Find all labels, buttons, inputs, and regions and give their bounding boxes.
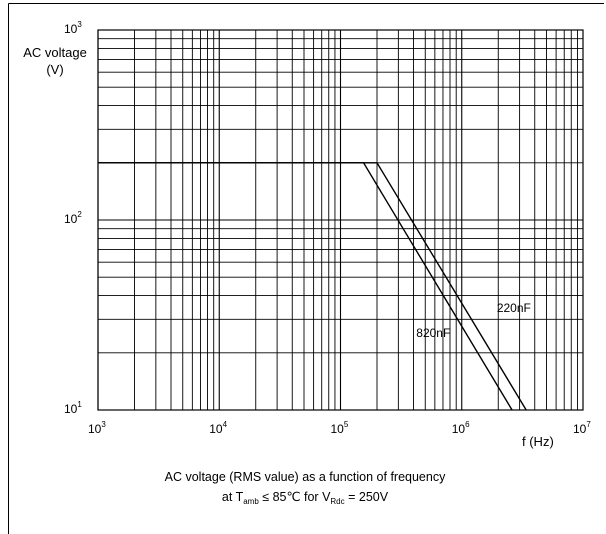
- caption-l2-rdc: Rdc: [330, 497, 345, 506]
- caption-line2: at Tamb ≤ 85℃ for VRdc = 250V: [100, 489, 510, 506]
- y-tick-label-exponent: 1: [77, 400, 82, 409]
- x-tick-label-exponent: 3: [101, 420, 106, 429]
- y-tick-label: 102: [64, 210, 82, 226]
- y-tick-label-exponent: 2: [77, 210, 82, 219]
- x-tick-label-base: 10: [330, 422, 344, 436]
- y-tick-label-base: 10: [64, 212, 78, 226]
- y-tick-label-base: 10: [64, 402, 78, 416]
- x-tick-label-exponent: 5: [343, 420, 349, 429]
- caption-l2-amb: amb: [243, 497, 259, 506]
- x-tick-label: 104: [209, 420, 227, 436]
- x-tick-label: 106: [452, 420, 470, 436]
- series-line-1: [98, 162, 513, 411]
- series-label-0: 220nF: [496, 301, 531, 316]
- series-layer: [98, 162, 527, 411]
- x-tick-label-exponent: 4: [222, 420, 228, 429]
- y-axis-label-line1: AC voltage: [23, 45, 87, 60]
- x-tick-label-base: 10: [209, 422, 223, 436]
- caption-l2-a: at T: [221, 490, 244, 504]
- x-tick-label-exponent: 6: [465, 420, 470, 429]
- y-tick-label: 101: [64, 400, 82, 416]
- chart-grid: [97, 30, 583, 411]
- y-axis-label-line2: (V): [46, 62, 64, 77]
- x-tick-label-exponent: 7: [586, 420, 591, 429]
- y-axis-label: AC voltage (V): [10, 44, 100, 78]
- x-tick-label: 107: [573, 420, 591, 436]
- plot-area-border: [97, 29, 584, 411]
- caption-line1: AC voltage (RMS value) as a function of …: [164, 470, 446, 484]
- x-tick-label-base: 10: [573, 422, 587, 436]
- x-tick-label-base: 10: [88, 422, 102, 436]
- y-tick-label-base: 10: [64, 22, 78, 36]
- series-label-1: 820nF: [416, 326, 451, 341]
- caption-l2-b: ≤ 85℃ for V: [258, 490, 331, 504]
- x-tick-label: 103: [88, 420, 106, 436]
- x-tick-label-base: 10: [451, 422, 466, 436]
- y-tick-label-exponent: 3: [77, 20, 82, 29]
- y-tick-label: 103: [64, 20, 82, 36]
- caption-l2-c: = 250V: [344, 490, 389, 504]
- x-tick-label: 105: [331, 420, 349, 436]
- x-axis-label: f (Hz): [522, 434, 554, 449]
